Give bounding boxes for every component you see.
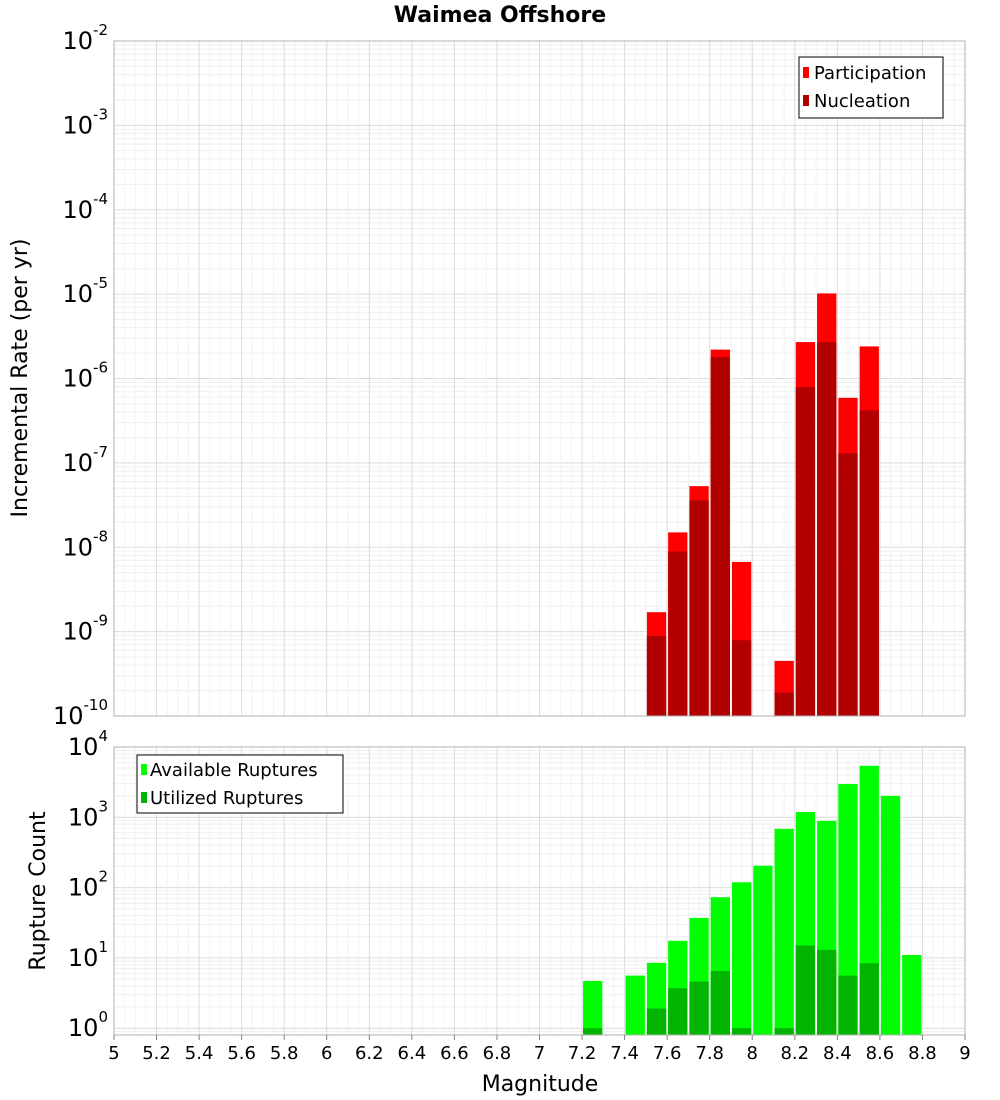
y-tick-label: 104 [68,727,108,761]
rate-bar-nucleation [774,692,794,716]
count-bar-available-ruptures [731,882,752,1035]
count-bar-utilized-ruptures [817,949,837,1035]
x-tick-label: 6 [321,1043,332,1064]
x-tick-label: 5.2 [142,1043,171,1064]
chart-title: Waimea Offshore [394,3,606,28]
count-bar-utilized-ruptures [646,1008,667,1035]
rate-bar-nucleation [689,500,709,716]
y-tick-label: 10-5 [62,274,108,308]
x-tick-label: 8.4 [823,1043,852,1064]
count-bar-utilized-ruptures [859,963,879,1035]
count-plot-bars [583,765,922,1035]
count-bar-utilized-ruptures [774,1028,794,1035]
count-bar-utilized-ruptures [583,1028,603,1035]
x-tick-label: 5.8 [270,1043,299,1064]
x-tick-label: 6.2 [355,1043,384,1064]
count-plot-legend: Available Ruptures Utilized Ruptures [136,754,344,814]
y-tick-label: 10-7 [62,443,108,477]
y-tick-label: 100 [68,1008,108,1042]
rate-bar-nucleation [817,342,837,716]
count-bar-available-ruptures [753,865,773,1035]
x-tick-label: 6.6 [440,1043,469,1064]
x-tick-label: 7.4 [610,1043,639,1064]
available-ruptures-swatch [141,764,147,775]
rate-legend-box [798,56,944,119]
y-tick-label: 10-9 [62,612,108,646]
x-tick-label: 8 [747,1043,758,1064]
x-tick-label: 7 [534,1043,545,1064]
x-tick-label: 5 [108,1043,119,1064]
rate-plot-bars [646,293,879,716]
x-tick-label: 7.8 [695,1043,724,1064]
rate-bar-nucleation [838,453,858,716]
count-bar-available-ruptures [583,980,603,1035]
x-tick-label: 8.8 [908,1043,937,1064]
y-tick-label: 10-4 [62,190,108,224]
count-plot-y-axis-label: Rupture Count [26,811,51,971]
x-tick-label: 7.6 [653,1043,682,1064]
count-bar-utilized-ruptures [710,971,730,1035]
y-tick-label: 10-3 [62,105,108,139]
x-axis-label: Magnitude [482,1072,599,1097]
count-bar-available-ruptures [880,795,901,1035]
count-plot: 100 101 102 103 104 5 5.2 5.4 5.6 5.8 6 6.2 6.4 6.6 6… [26,727,971,1097]
rate-plot-y-ticks: 10-2 10-3 10-4 10-5 10-6 10-7 10-8 10-9 10-10 [53,21,108,730]
nucleation-swatch [803,95,809,106]
y-tick-label: 10-8 [62,527,108,561]
rate-bar-nucleation [710,356,730,716]
count-bar-utilized-ruptures [838,975,858,1035]
y-tick-label: 101 [68,938,108,972]
count-bar-available-ruptures [902,954,922,1035]
y-tick-label: 10-2 [62,21,108,55]
y-tick-label: 102 [68,868,108,902]
x-tick-label: 6.8 [483,1043,512,1064]
x-tick-label: 9 [959,1043,970,1064]
x-tick-label: 5.6 [227,1043,256,1064]
x-tick-label: 6.4 [398,1043,427,1064]
count-bar-utilized-ruptures [689,981,709,1035]
y-tick-label: 103 [68,797,108,831]
count-plot-y-ticks: 100 101 102 103 104 [68,727,108,1042]
rate-plot-y-axis-label: Incremental Rate (per yr) [8,239,33,518]
count-bar-utilized-ruptures [731,1028,752,1035]
count-plot-x-ticks: 5 5.2 5.4 5.6 5.8 6 6.2 6.4 6.6 6.8 7 7.2 7.4 7.6 7.8 8… [108,1035,971,1064]
x-tick-label: 8.2 [780,1043,809,1064]
x-tick-label: 5.4 [185,1043,214,1064]
rate-plot-legend: Participation Nucleation [798,56,944,119]
rate-bar-nucleation [859,410,879,716]
count-bar-available-ruptures [625,975,645,1035]
rate-bar-nucleation [731,640,752,716]
count-bar-utilized-ruptures [668,988,688,1035]
rate-bar-nucleation [795,387,816,716]
rate-plot: 10-2 10-3 10-4 10-5 10-6 10-7 10-8 10-9 10-10 In… [8,21,966,730]
participation-legend-label: Participation [814,63,926,84]
rate-plot-grid [113,41,966,717]
count-legend-box [136,754,344,814]
available-ruptures-legend-label: Available Ruptures [150,760,318,781]
rate-plot-frame [113,40,966,717]
x-tick-label: 7.2 [568,1043,597,1064]
nucleation-legend-label: Nucleation [814,91,910,112]
count-bar-available-ruptures [774,828,794,1035]
utilized-ruptures-legend-label: Utilized Ruptures [150,788,303,809]
y-tick-label: 10-6 [62,359,108,393]
count-bar-available-ruptures [838,784,858,1035]
count-bar-utilized-ruptures [795,945,816,1035]
rate-bar-nucleation [646,635,667,716]
rate-bar-nucleation [668,551,688,716]
x-tick-label: 8.6 [866,1043,895,1064]
participation-swatch [803,67,809,78]
y-tick-label: 10-10 [53,696,108,730]
utilized-ruptures-swatch [141,792,147,803]
